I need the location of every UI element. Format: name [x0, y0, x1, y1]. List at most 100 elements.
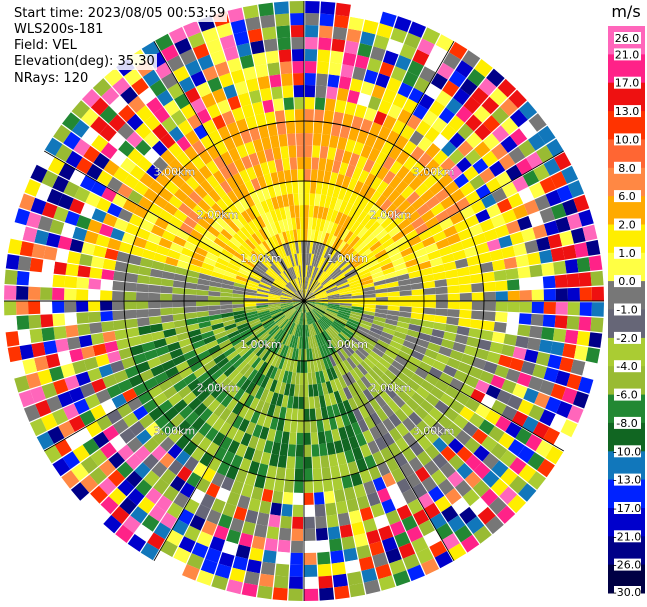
velocity-gate — [398, 311, 412, 318]
velocity-gate — [225, 465, 239, 480]
velocity-gate — [404, 229, 419, 241]
velocity-gate — [401, 515, 418, 532]
velocity-gate — [362, 19, 379, 35]
velocity-gate — [311, 254, 317, 267]
velocity-gate — [17, 329, 32, 345]
velocity-gate — [304, 528, 316, 541]
velocity-gate — [373, 34, 390, 50]
velocity-gate — [311, 348, 317, 361]
velocity-gate — [417, 435, 432, 451]
velocity-gate — [176, 229, 190, 241]
velocity-gate — [16, 270, 30, 286]
velocity-gate — [160, 540, 178, 558]
velocity-gate — [395, 180, 409, 194]
velocity-gate — [442, 80, 460, 98]
velocity-gate — [55, 338, 69, 353]
velocity-gate — [495, 415, 512, 432]
velocity-gate — [315, 293, 328, 298]
velocity-gate — [566, 315, 580, 330]
velocity-gate — [272, 313, 284, 321]
velocity-gate — [275, 330, 285, 342]
velocity-gate — [208, 305, 221, 311]
velocity-gate — [274, 355, 283, 369]
velocity-gate — [543, 288, 556, 301]
ring-label: 2.00km — [197, 381, 239, 394]
velocity-gate — [402, 417, 416, 432]
velocity-gate — [536, 236, 551, 252]
velocity-gate — [183, 196, 197, 210]
colorbar-tick: 0.0 — [618, 275, 636, 288]
velocity-gate — [173, 65, 190, 83]
velocity-gate — [319, 194, 327, 208]
velocity-gate — [379, 61, 395, 77]
velocity-gate — [290, 372, 297, 385]
velocity-gate — [466, 336, 480, 348]
velocity-gate — [154, 550, 173, 568]
velocity-gate — [76, 215, 92, 230]
velocity-gate — [418, 93, 435, 110]
velocity-gate — [327, 297, 340, 300]
velocity-gate — [231, 255, 244, 265]
velocity-gate — [125, 222, 140, 236]
velocity-gate — [495, 301, 508, 312]
velocity-gate — [349, 78, 363, 93]
velocity-gate — [454, 525, 473, 543]
azimuth-spoke — [303, 40, 455, 302]
velocity-gate — [173, 209, 188, 223]
velocity-gate — [244, 291, 257, 296]
velocity-gate — [144, 211, 159, 225]
velocity-gate — [45, 353, 61, 369]
velocity-gate — [364, 337, 377, 347]
velocity-gate — [439, 217, 454, 231]
velocity-gate — [459, 406, 475, 421]
velocity-gate — [287, 255, 293, 268]
velocity-gate — [424, 83, 442, 100]
velocity-gate — [498, 354, 513, 368]
velocity-gate — [71, 100, 90, 119]
velocity-gate — [244, 472, 257, 487]
velocity-gate — [100, 290, 113, 301]
velocity-gate — [255, 329, 267, 339]
velocity-gate — [339, 261, 351, 271]
velocity-gate — [19, 241, 34, 257]
velocity-gate — [315, 269, 322, 281]
velocity-gate — [354, 331, 367, 341]
velocity-gate — [356, 210, 368, 224]
velocity-gate — [285, 243, 292, 256]
velocity-gate — [183, 216, 198, 229]
velocity-gate — [322, 369, 330, 383]
velocity-gate — [319, 13, 335, 27]
velocity-gate — [384, 386, 397, 400]
velocity-gate — [397, 199, 411, 213]
velocity-gate — [312, 133, 322, 146]
velocity-gate — [304, 289, 308, 301]
velocity-gate — [279, 443, 289, 457]
velocity-gate — [328, 354, 337, 367]
velocity-gate — [285, 346, 292, 359]
velocity-gate — [334, 377, 343, 391]
velocity-gate — [330, 222, 339, 236]
velocity-gate — [435, 286, 448, 295]
velocity-gate — [566, 273, 580, 288]
velocity-gate — [120, 86, 138, 105]
velocity-gate — [190, 70, 207, 87]
velocity-gate — [266, 465, 277, 479]
velocity-gate — [163, 202, 178, 216]
velocity-gate — [175, 450, 191, 466]
velocity-gate — [339, 303, 352, 306]
velocity-gate — [304, 133, 313, 146]
velocity-gate — [317, 383, 324, 396]
velocity-gate — [248, 435, 259, 450]
velocity-gate — [67, 251, 81, 265]
velocity-gate — [102, 213, 118, 228]
velocity-gate — [203, 335, 217, 345]
velocity-gate — [505, 268, 519, 280]
colorbar-tick: -1.0 — [616, 304, 637, 317]
velocity-gate — [350, 336, 363, 347]
velocity-gate — [304, 432, 311, 445]
velocity-gate — [356, 155, 368, 170]
velocity-gate — [297, 169, 304, 182]
velocity-gate — [523, 199, 540, 215]
velocity-gate — [18, 390, 35, 408]
velocity-gate — [152, 123, 169, 140]
